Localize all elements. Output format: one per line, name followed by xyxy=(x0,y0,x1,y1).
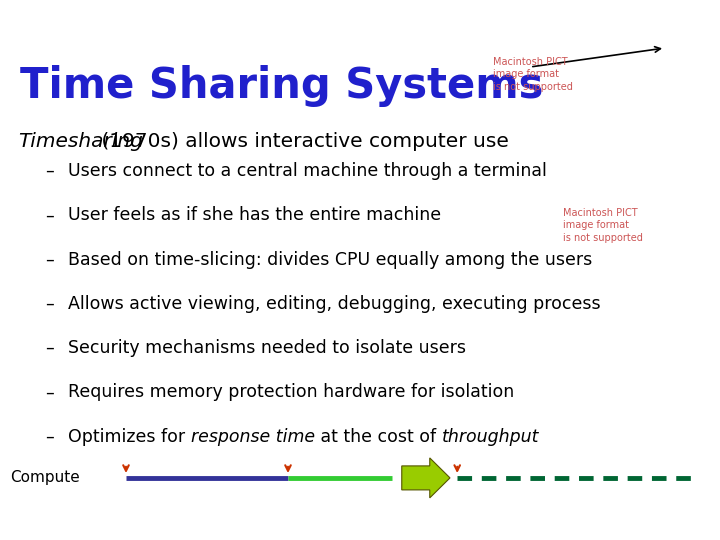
Text: –: – xyxy=(45,383,53,401)
Text: User feels as if she has the entire machine: User feels as if she has the entire mach… xyxy=(68,206,441,224)
Text: Optimizes for: Optimizes for xyxy=(68,428,191,445)
Text: Compute: Compute xyxy=(10,470,80,485)
Text: –: – xyxy=(45,428,53,445)
Text: –: – xyxy=(45,295,53,313)
Text: Security mechanisms needed to isolate users: Security mechanisms needed to isolate us… xyxy=(68,339,467,357)
Text: (1970s) allows interactive computer use: (1970s) allows interactive computer use xyxy=(95,132,509,151)
Text: Allows active viewing, editing, debugging, executing process: Allows active viewing, editing, debuggin… xyxy=(68,295,601,313)
Text: at the cost of: at the cost of xyxy=(315,428,442,445)
Text: Users connect to a central machine through a terminal: Users connect to a central machine throu… xyxy=(68,162,547,180)
Polygon shape xyxy=(402,458,450,498)
Text: –: – xyxy=(45,339,53,357)
Text: throughput: throughput xyxy=(442,428,539,445)
Text: Macintosh PICT
image format
is not supported: Macintosh PICT image format is not suppo… xyxy=(493,57,573,91)
Text: –: – xyxy=(45,251,53,268)
Text: response time: response time xyxy=(191,428,315,445)
Text: Macintosh PICT
image format
is not supported: Macintosh PICT image format is not suppo… xyxy=(563,208,643,242)
Text: Timesharing: Timesharing xyxy=(18,132,143,151)
Text: Requires memory protection hardware for isolation: Requires memory protection hardware for … xyxy=(68,383,515,401)
Text: Time Sharing Systems: Time Sharing Systems xyxy=(20,65,544,107)
Text: –: – xyxy=(45,206,53,224)
Text: –: – xyxy=(45,162,53,180)
Text: Based on time-slicing: divides CPU equally among the users: Based on time-slicing: divides CPU equal… xyxy=(68,251,593,268)
